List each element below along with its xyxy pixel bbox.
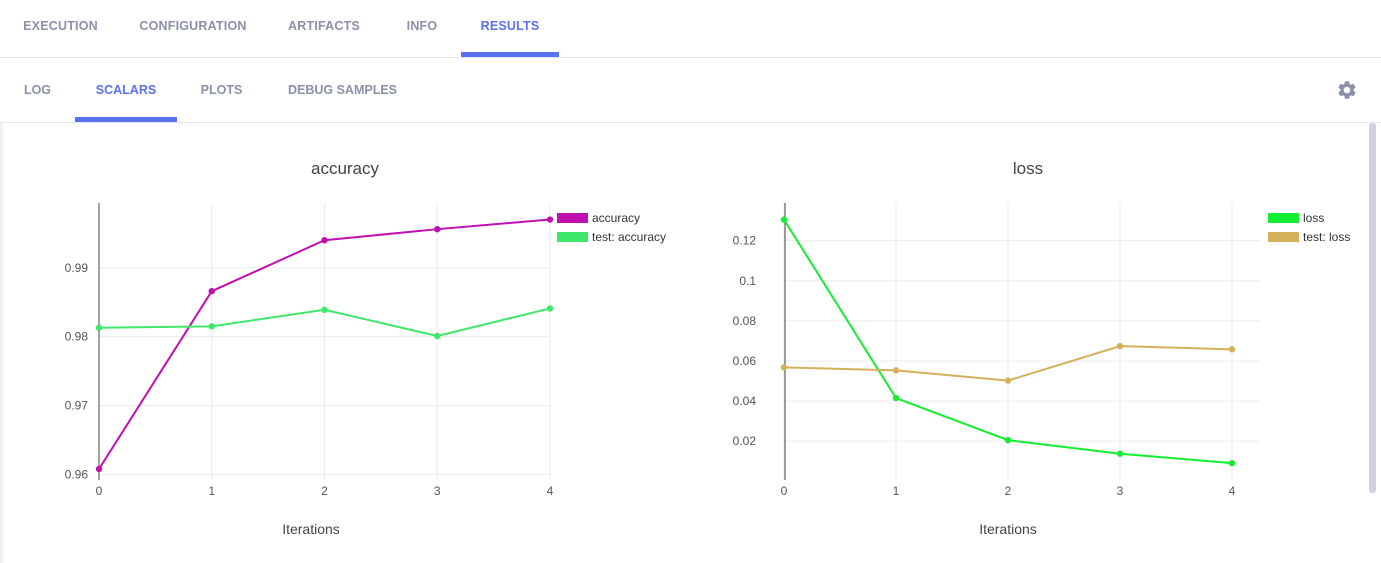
sub-tab-bar: LOG SCALARS PLOTS DEBUG SAMPLES	[0, 58, 1381, 123]
y-tick-label: 0.99	[65, 261, 89, 275]
data-point	[546, 216, 554, 223]
chart-title: loss	[1013, 159, 1043, 178]
x-tick-label: 4	[547, 484, 554, 498]
legend-swatch	[1268, 232, 1299, 242]
y-tick-label: 0.08	[733, 314, 757, 328]
scrollbar[interactable]	[1369, 123, 1381, 563]
tab-results[interactable]: RESULTS	[461, 0, 559, 57]
x-tick-label: 0	[781, 484, 788, 498]
x-axis-label: Iterations	[282, 521, 340, 537]
y-tick-label: 0.96	[65, 467, 89, 481]
data-point	[95, 465, 103, 473]
y-grid	[784, 240, 1260, 442]
data-point	[95, 324, 103, 331]
legend: loss test: loss	[1268, 211, 1350, 244]
scrollbar-thumb[interactable]	[1369, 123, 1376, 493]
legend-entry: loss	[1303, 211, 1324, 225]
data-point	[1228, 459, 1236, 467]
data-point	[780, 364, 788, 371]
tab-artifacts[interactable]: ARTIFACTS	[288, 19, 360, 33]
x-tick-label: 2	[1005, 484, 1012, 498]
x-grid	[783, 203, 1233, 480]
data-point	[1004, 436, 1012, 444]
tab-scalars[interactable]: SCALARS	[75, 58, 177, 122]
y-tick-labels: 0.02 0.04 0.06 0.08 0.1 0.12	[733, 234, 757, 448]
legend: accuracy test: accuracy	[557, 211, 666, 244]
y-tick-label: 0.06	[733, 354, 757, 368]
main-tab-bar: EXECUTION CONFIGURATION ARTIFACTS INFO R…	[0, 0, 1381, 58]
tab-info[interactable]: INFO	[406, 19, 438, 33]
loss-chart: loss 0.02 0.04 0.06 0.08 0.1 0.12 0 1 2 3 4 Itera…	[733, 159, 1351, 537]
legend-swatch	[557, 213, 588, 223]
data-points	[95, 216, 554, 473]
data-point	[892, 367, 900, 374]
legend-entry: test: accuracy	[592, 230, 666, 244]
y-tick-label: 0.97	[65, 399, 89, 413]
data-point	[321, 306, 328, 314]
chart-title: accuracy	[311, 159, 380, 178]
accuracy-chart: accuracy 0.96 0.97 0.98 0.99 0 1 2 3 4 Iteratio…	[65, 159, 666, 537]
legend-entry: test: loss	[1303, 230, 1350, 244]
data-point	[780, 216, 788, 223]
data-point	[1116, 342, 1124, 350]
legend-swatch	[1268, 213, 1299, 223]
y-tick-label: 0.1	[739, 274, 756, 288]
x-tick-labels: 0 1 2 3 4	[96, 484, 554, 498]
data-point	[208, 287, 215, 295]
left-edge	[0, 123, 3, 563]
tab-log[interactable]: LOG	[23, 83, 52, 97]
x-tick-label: 1	[893, 484, 900, 498]
data-point	[321, 237, 328, 244]
x-tick-label: 4	[1229, 484, 1236, 498]
data-point	[892, 394, 900, 402]
data-points	[780, 216, 1236, 467]
legend-swatch	[557, 232, 588, 242]
data-point	[1004, 377, 1012, 384]
settings-button[interactable]	[1336, 79, 1358, 101]
data-point	[208, 323, 215, 330]
tab-plots[interactable]: PLOTS	[200, 83, 243, 97]
y-tick-label: 0.02	[733, 434, 757, 448]
x-axis-label: Iterations	[979, 521, 1037, 537]
data-point	[434, 332, 441, 340]
tab-debug-samples[interactable]: DEBUG SAMPLES	[287, 83, 398, 97]
y-tick-label: 0.04	[733, 394, 757, 408]
x-tick-label: 0	[96, 484, 103, 498]
x-tick-label: 3	[434, 484, 441, 498]
data-point	[1116, 450, 1124, 457]
legend-entry: accuracy	[592, 211, 640, 225]
y-tick-label: 0.12	[733, 234, 757, 248]
x-tick-label: 3	[1117, 484, 1124, 498]
x-tick-labels: 0 1 2 3 4	[781, 484, 1236, 498]
x-tick-label: 2	[321, 484, 328, 498]
data-point	[1228, 346, 1236, 353]
tab-execution[interactable]: EXECUTION	[23, 19, 98, 33]
gear-icon	[1338, 81, 1356, 99]
y-tick-label: 0.98	[65, 330, 89, 344]
x-grid	[98, 203, 551, 480]
y-tick-labels: 0.96 0.97 0.98 0.99	[65, 261, 89, 482]
tab-configuration[interactable]: CONFIGURATION	[139, 19, 247, 33]
data-point	[434, 225, 441, 233]
y-grid	[99, 267, 550, 475]
data-point	[546, 305, 554, 312]
x-tick-label: 1	[208, 484, 215, 498]
